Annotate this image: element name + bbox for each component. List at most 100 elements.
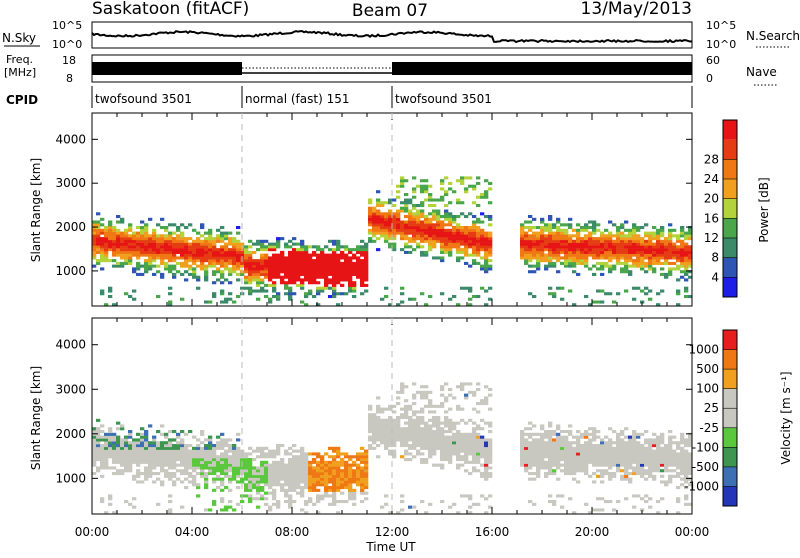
velocity-cell xyxy=(228,477,233,481)
velocity-cell xyxy=(264,483,269,487)
noise-sky-label: N.Sky xyxy=(2,31,36,45)
power-cell xyxy=(648,264,653,268)
velocity-cell xyxy=(676,472,681,476)
power-cell xyxy=(320,267,325,271)
power-cell xyxy=(132,270,137,274)
velocity-cell xyxy=(172,452,177,456)
power-cell xyxy=(156,295,161,299)
power-cell xyxy=(388,215,393,219)
velocity-cell xyxy=(544,466,549,470)
velocity-cell xyxy=(216,466,221,470)
power-cell xyxy=(576,234,581,238)
velocity-cell xyxy=(684,494,689,498)
velocity-cell xyxy=(324,477,329,481)
power-cell xyxy=(476,239,481,243)
power-cell xyxy=(376,201,381,205)
power-cell xyxy=(632,234,637,238)
power-cell xyxy=(644,286,649,290)
velocity-cell xyxy=(216,469,221,473)
velocity-cell xyxy=(160,441,165,445)
power-cell xyxy=(660,256,665,260)
power-cell xyxy=(588,303,593,307)
velocity-cell xyxy=(404,413,409,417)
power-cell xyxy=(452,237,457,241)
velocity-cell xyxy=(392,427,397,431)
power-cell xyxy=(232,242,237,246)
power-cell xyxy=(480,242,485,246)
power-cell xyxy=(476,248,481,252)
velocity-cell xyxy=(112,444,117,448)
power-cell xyxy=(612,242,617,246)
velocity-cell xyxy=(192,455,197,459)
power-cell xyxy=(448,223,453,227)
velocity-cell xyxy=(584,455,589,459)
power-cell xyxy=(436,217,441,221)
velocity-cell xyxy=(136,446,141,450)
velocity-cell xyxy=(444,452,449,456)
power-cell xyxy=(156,256,161,260)
power-cell xyxy=(316,281,321,285)
power-cell xyxy=(112,259,117,263)
velocity-cell xyxy=(332,488,337,492)
power-cell xyxy=(624,248,629,252)
power-cell xyxy=(304,278,309,282)
velocity-cell xyxy=(360,500,365,504)
power-cell xyxy=(660,250,665,254)
power-cell xyxy=(144,261,149,265)
velocity-cell xyxy=(196,438,201,442)
velocity-cell xyxy=(148,460,153,464)
velocity-cell xyxy=(668,444,673,448)
velocity-cell xyxy=(528,449,533,453)
velocity-cell xyxy=(580,435,585,439)
power-cell xyxy=(224,259,229,263)
velocity-cell xyxy=(216,441,221,445)
power-cell xyxy=(316,286,321,290)
velocity-cell xyxy=(648,497,653,501)
velocity-cell xyxy=(336,455,341,459)
velocity-cell xyxy=(584,460,589,464)
velocity-cell xyxy=(184,472,189,476)
power-cell xyxy=(264,283,269,287)
velocity-cell xyxy=(384,435,389,439)
power-cell xyxy=(468,239,473,243)
velocity-cell xyxy=(220,452,225,456)
power-cell xyxy=(332,283,337,287)
velocity-cell xyxy=(360,480,365,484)
power-cell xyxy=(528,248,533,252)
velocity-cell xyxy=(616,449,621,453)
power-cell xyxy=(296,250,301,254)
velocity-cell xyxy=(260,455,265,459)
velocity-cell xyxy=(236,432,241,436)
power-cell xyxy=(472,220,477,224)
velocity-cell xyxy=(576,466,581,470)
velocity-cell xyxy=(316,472,321,476)
velocity-cell xyxy=(148,466,153,470)
power-cell xyxy=(476,228,481,232)
power-cell xyxy=(116,228,121,232)
power-cell xyxy=(108,234,113,238)
power-cell xyxy=(328,253,333,257)
velocity-cell xyxy=(300,491,305,495)
power-cell xyxy=(572,270,577,274)
velocity-cell xyxy=(108,430,113,434)
power-cell xyxy=(536,237,541,241)
velocity-cell xyxy=(664,460,669,464)
velocity-cell xyxy=(416,416,421,420)
power-cell xyxy=(680,231,685,235)
power-cell xyxy=(100,242,105,246)
velocity-cell xyxy=(428,438,433,442)
velocity-cell xyxy=(660,441,665,445)
velocity-cell xyxy=(156,460,161,464)
velocity-cell xyxy=(612,455,617,459)
velocity-cell xyxy=(148,424,153,428)
power-cell xyxy=(248,256,253,260)
velocity-cell xyxy=(684,502,689,506)
power-cell xyxy=(360,272,365,276)
power-cell xyxy=(556,237,561,241)
power-cell xyxy=(276,297,281,301)
velocity-cell xyxy=(372,427,377,431)
power-cell xyxy=(96,212,101,216)
power-cell xyxy=(520,234,525,238)
power-cell xyxy=(576,250,581,254)
velocity-cell xyxy=(656,460,661,464)
